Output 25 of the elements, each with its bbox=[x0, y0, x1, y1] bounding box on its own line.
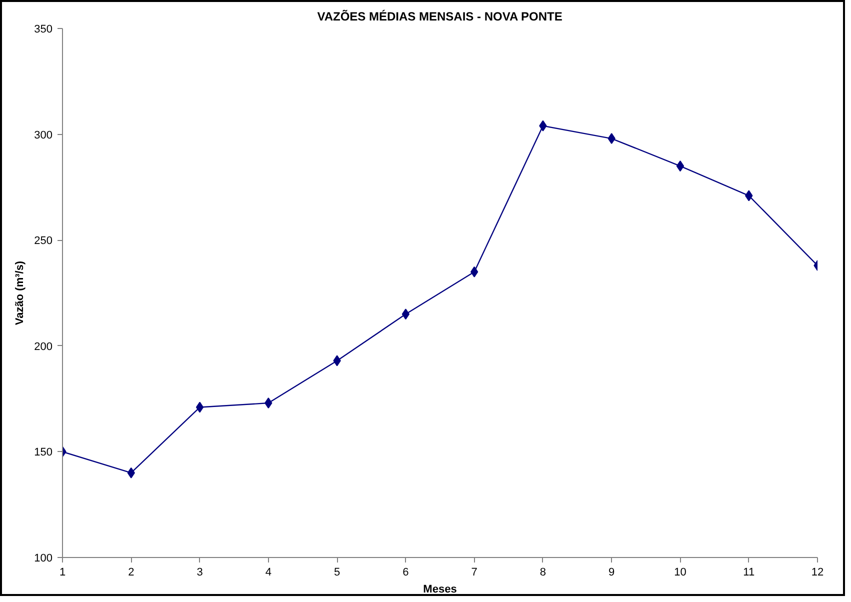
x-tick-label: 7 bbox=[471, 566, 478, 578]
y-tick-label: 300 bbox=[34, 129, 53, 142]
x-tick-label: 3 bbox=[196, 566, 203, 578]
x-tick-label: 9 bbox=[608, 566, 615, 578]
y-tick-label: 200 bbox=[34, 340, 53, 353]
y-tick-label: 150 bbox=[34, 446, 53, 459]
chart-title: VAZÕES MÉDIAS MENSAIS - NOVA PONTE bbox=[317, 10, 562, 24]
y-tick-label: 350 bbox=[34, 24, 53, 36]
point bbox=[470, 266, 478, 278]
y-tick-label: 100 bbox=[34, 552, 53, 564]
x-tick-label: 8 bbox=[540, 566, 546, 578]
x-tick-label: 5 bbox=[334, 566, 340, 578]
x-tick-label: 4 bbox=[265, 566, 272, 578]
point bbox=[402, 308, 410, 320]
x-tick-label: 10 bbox=[674, 566, 686, 578]
y-axis-title: Vazão (m³/s) bbox=[14, 260, 26, 326]
x-tick-label: 1 bbox=[59, 566, 66, 578]
x-axis-title: Meses bbox=[423, 584, 457, 596]
point bbox=[196, 402, 204, 413]
x-tick-label: 12 bbox=[811, 566, 824, 578]
x-tick-label: 6 bbox=[402, 566, 409, 578]
point bbox=[676, 160, 684, 172]
x-tick-label: 11 bbox=[743, 566, 755, 578]
x-tick-label: 2 bbox=[128, 566, 134, 578]
y-tick-label: 250 bbox=[34, 235, 53, 248]
